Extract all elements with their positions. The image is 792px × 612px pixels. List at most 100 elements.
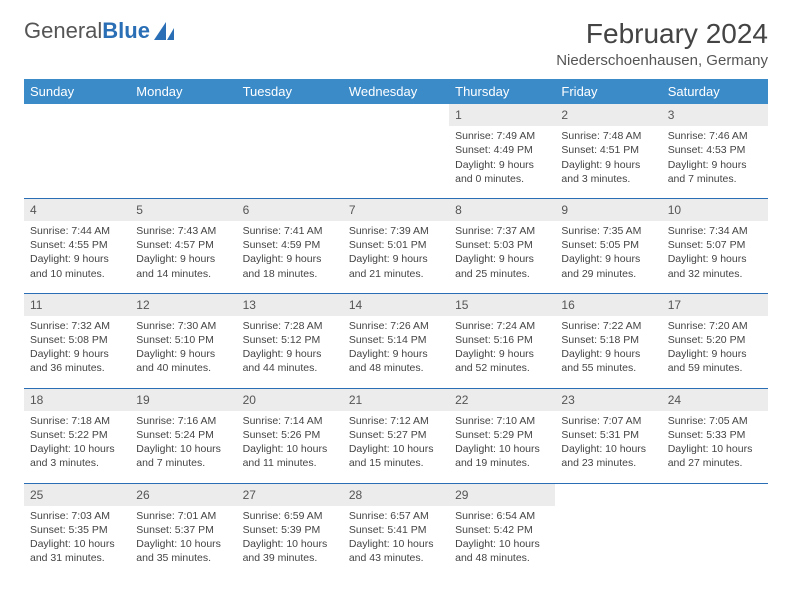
day-number: 16	[555, 294, 661, 316]
calendar-cell: 13Sunrise: 7:28 AMSunset: 5:12 PMDayligh…	[237, 293, 343, 388]
calendar-cell: 18Sunrise: 7:18 AMSunset: 5:22 PMDayligh…	[24, 388, 130, 483]
weekday-header: Friday	[555, 79, 661, 104]
logo-text-main: General	[24, 18, 102, 43]
day-body: Sunrise: 7:43 AMSunset: 4:57 PMDaylight:…	[130, 221, 236, 293]
day-number: 12	[130, 294, 236, 316]
calendar-cell	[24, 104, 130, 198]
day-body: Sunrise: 7:18 AMSunset: 5:22 PMDaylight:…	[24, 411, 130, 483]
calendar-table: SundayMondayTuesdayWednesdayThursdayFrid…	[24, 79, 768, 577]
day-number: 24	[662, 389, 768, 411]
logo-text: GeneralBlue	[24, 18, 150, 44]
day-number: 1	[449, 104, 555, 126]
day-number: 17	[662, 294, 768, 316]
day-body	[555, 506, 661, 535]
calendar-cell: 23Sunrise: 7:07 AMSunset: 5:31 PMDayligh…	[555, 388, 661, 483]
calendar-row: 11Sunrise: 7:32 AMSunset: 5:08 PMDayligh…	[24, 293, 768, 388]
day-body: Sunrise: 7:22 AMSunset: 5:18 PMDaylight:…	[555, 316, 661, 388]
day-number: 21	[343, 389, 449, 411]
day-body	[24, 126, 130, 155]
calendar-cell: 17Sunrise: 7:20 AMSunset: 5:20 PMDayligh…	[662, 293, 768, 388]
weekday-header: Monday	[130, 79, 236, 104]
day-body	[237, 126, 343, 155]
weekday-header: Wednesday	[343, 79, 449, 104]
day-number: 14	[343, 294, 449, 316]
day-body	[343, 126, 449, 155]
day-body: Sunrise: 7:12 AMSunset: 5:27 PMDaylight:…	[343, 411, 449, 483]
day-body	[662, 506, 768, 535]
day-body: Sunrise: 7:10 AMSunset: 5:29 PMDaylight:…	[449, 411, 555, 483]
day-body: Sunrise: 7:49 AMSunset: 4:49 PMDaylight:…	[449, 126, 555, 198]
weekday-header: Sunday	[24, 79, 130, 104]
calendar-cell: 14Sunrise: 7:26 AMSunset: 5:14 PMDayligh…	[343, 293, 449, 388]
day-body: Sunrise: 7:16 AMSunset: 5:24 PMDaylight:…	[130, 411, 236, 483]
day-body: Sunrise: 7:44 AMSunset: 4:55 PMDaylight:…	[24, 221, 130, 293]
day-number: 18	[24, 389, 130, 411]
day-body: Sunrise: 7:34 AMSunset: 5:07 PMDaylight:…	[662, 221, 768, 293]
day-number: 25	[24, 484, 130, 506]
day-number: 29	[449, 484, 555, 506]
day-number: 4	[24, 199, 130, 221]
calendar-row: 1Sunrise: 7:49 AMSunset: 4:49 PMDaylight…	[24, 104, 768, 198]
day-body: Sunrise: 7:28 AMSunset: 5:12 PMDaylight:…	[237, 316, 343, 388]
day-body: Sunrise: 7:26 AMSunset: 5:14 PMDaylight:…	[343, 316, 449, 388]
day-number: 10	[662, 199, 768, 221]
day-number: 19	[130, 389, 236, 411]
day-number: 5	[130, 199, 236, 221]
header: GeneralBlue February 2024 Niederschoenha…	[24, 18, 768, 69]
calendar-cell: 6Sunrise: 7:41 AMSunset: 4:59 PMDaylight…	[237, 198, 343, 293]
month-title: February 2024	[556, 18, 768, 50]
logo: GeneralBlue	[24, 18, 178, 44]
day-number: 28	[343, 484, 449, 506]
calendar-cell: 22Sunrise: 7:10 AMSunset: 5:29 PMDayligh…	[449, 388, 555, 483]
calendar-cell: 29Sunrise: 6:54 AMSunset: 5:42 PMDayligh…	[449, 483, 555, 577]
title-block: February 2024 Niederschoenhausen, German…	[556, 18, 768, 69]
day-body: Sunrise: 7:37 AMSunset: 5:03 PMDaylight:…	[449, 221, 555, 293]
day-number: 2	[555, 104, 661, 126]
calendar-cell	[237, 104, 343, 198]
weekday-header: Saturday	[662, 79, 768, 104]
calendar-cell	[343, 104, 449, 198]
calendar-row: 18Sunrise: 7:18 AMSunset: 5:22 PMDayligh…	[24, 388, 768, 483]
day-body: Sunrise: 7:14 AMSunset: 5:26 PMDaylight:…	[237, 411, 343, 483]
day-number: 27	[237, 484, 343, 506]
day-body: Sunrise: 7:48 AMSunset: 4:51 PMDaylight:…	[555, 126, 661, 198]
calendar-cell	[662, 483, 768, 577]
calendar-cell: 28Sunrise: 6:57 AMSunset: 5:41 PMDayligh…	[343, 483, 449, 577]
day-number: 23	[555, 389, 661, 411]
calendar-cell: 5Sunrise: 7:43 AMSunset: 4:57 PMDaylight…	[130, 198, 236, 293]
calendar-cell: 21Sunrise: 7:12 AMSunset: 5:27 PMDayligh…	[343, 388, 449, 483]
location: Niederschoenhausen, Germany	[556, 52, 768, 69]
day-body: Sunrise: 7:20 AMSunset: 5:20 PMDaylight:…	[662, 316, 768, 388]
calendar-cell: 24Sunrise: 7:05 AMSunset: 5:33 PMDayligh…	[662, 388, 768, 483]
calendar-cell: 16Sunrise: 7:22 AMSunset: 5:18 PMDayligh…	[555, 293, 661, 388]
calendar-head: SundayMondayTuesdayWednesdayThursdayFrid…	[24, 79, 768, 104]
day-number: 20	[237, 389, 343, 411]
day-number: 11	[24, 294, 130, 316]
calendar-cell	[555, 483, 661, 577]
day-number: 8	[449, 199, 555, 221]
calendar-cell	[130, 104, 236, 198]
calendar-body: 1Sunrise: 7:49 AMSunset: 4:49 PMDaylight…	[24, 104, 768, 577]
day-number: 26	[130, 484, 236, 506]
day-body: Sunrise: 7:07 AMSunset: 5:31 PMDaylight:…	[555, 411, 661, 483]
calendar-cell: 19Sunrise: 7:16 AMSunset: 5:24 PMDayligh…	[130, 388, 236, 483]
calendar-cell: 8Sunrise: 7:37 AMSunset: 5:03 PMDaylight…	[449, 198, 555, 293]
logo-text-accent: Blue	[102, 18, 150, 43]
calendar-cell: 1Sunrise: 7:49 AMSunset: 4:49 PMDaylight…	[449, 104, 555, 198]
calendar-cell: 27Sunrise: 6:59 AMSunset: 5:39 PMDayligh…	[237, 483, 343, 577]
calendar-cell: 26Sunrise: 7:01 AMSunset: 5:37 PMDayligh…	[130, 483, 236, 577]
calendar-cell: 7Sunrise: 7:39 AMSunset: 5:01 PMDaylight…	[343, 198, 449, 293]
calendar-row: 4Sunrise: 7:44 AMSunset: 4:55 PMDaylight…	[24, 198, 768, 293]
day-body: Sunrise: 6:59 AMSunset: 5:39 PMDaylight:…	[237, 506, 343, 578]
day-number: 15	[449, 294, 555, 316]
day-body: Sunrise: 7:32 AMSunset: 5:08 PMDaylight:…	[24, 316, 130, 388]
calendar-cell: 3Sunrise: 7:46 AMSunset: 4:53 PMDaylight…	[662, 104, 768, 198]
logo-sail-icon	[152, 20, 178, 42]
day-body: Sunrise: 7:39 AMSunset: 5:01 PMDaylight:…	[343, 221, 449, 293]
calendar-cell: 20Sunrise: 7:14 AMSunset: 5:26 PMDayligh…	[237, 388, 343, 483]
day-body: Sunrise: 7:35 AMSunset: 5:05 PMDaylight:…	[555, 221, 661, 293]
day-number: 7	[343, 199, 449, 221]
day-number: 13	[237, 294, 343, 316]
day-number: 9	[555, 199, 661, 221]
day-body: Sunrise: 7:01 AMSunset: 5:37 PMDaylight:…	[130, 506, 236, 578]
